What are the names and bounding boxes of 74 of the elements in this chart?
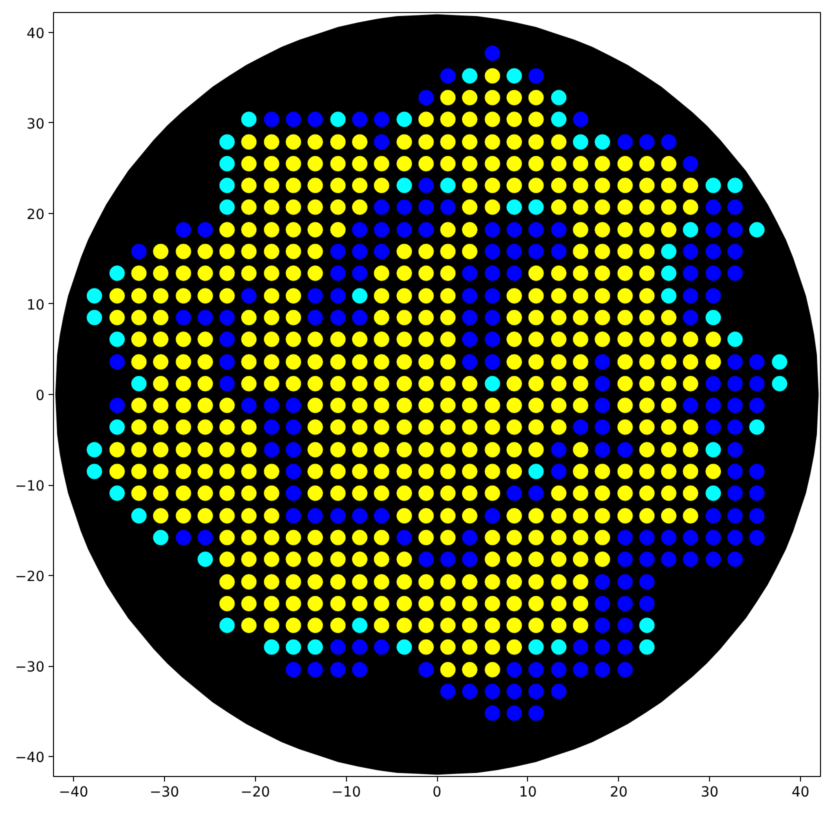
point xyxy=(219,199,235,215)
point xyxy=(660,288,676,304)
point xyxy=(109,265,125,281)
point xyxy=(682,222,698,238)
point xyxy=(749,222,765,238)
point xyxy=(660,244,676,260)
point xyxy=(86,288,102,304)
y-tick-label: 10 xyxy=(26,297,45,314)
x-tick-label: 20 xyxy=(610,784,628,800)
point xyxy=(352,288,368,304)
point xyxy=(706,485,722,501)
point xyxy=(219,618,235,634)
point xyxy=(352,618,368,634)
point xyxy=(286,639,302,655)
x-tick-label: 40 xyxy=(792,784,810,800)
point xyxy=(109,332,125,348)
point xyxy=(86,310,102,326)
y-tick-label: −10 xyxy=(14,478,44,495)
x-tick-label: 30 xyxy=(700,784,719,800)
y-tick-label: 0 xyxy=(36,388,45,404)
point xyxy=(109,485,125,501)
y-tick-label: −20 xyxy=(14,569,44,586)
point xyxy=(528,639,544,655)
point xyxy=(131,376,147,392)
point xyxy=(594,134,610,150)
point xyxy=(219,156,235,172)
point xyxy=(264,639,280,655)
y-tick-label: 40 xyxy=(26,26,45,42)
point xyxy=(109,419,125,435)
point xyxy=(86,442,102,458)
point xyxy=(551,90,567,106)
point xyxy=(330,112,346,128)
point xyxy=(396,112,412,128)
y-tick-label: −40 xyxy=(14,750,44,766)
point xyxy=(660,265,676,281)
point xyxy=(727,332,743,348)
point xyxy=(749,419,765,435)
x-tick-label: 10 xyxy=(518,784,537,800)
point xyxy=(772,354,788,370)
point xyxy=(219,178,235,194)
point xyxy=(639,618,655,634)
x-tick-label: −10 xyxy=(331,784,361,800)
point xyxy=(772,376,788,392)
x-tick-label: −40 xyxy=(58,784,88,800)
point xyxy=(639,639,655,655)
x-tick-label: −20 xyxy=(240,784,270,800)
point xyxy=(307,639,323,655)
point xyxy=(86,464,102,480)
y-tick-label: 30 xyxy=(26,116,45,132)
point xyxy=(551,639,567,655)
y-tick-label: −30 xyxy=(14,660,44,676)
point xyxy=(396,639,412,655)
point xyxy=(551,112,567,128)
point xyxy=(706,442,722,458)
point xyxy=(572,134,588,150)
point xyxy=(506,199,522,215)
x-tick-label: −30 xyxy=(150,784,180,800)
point xyxy=(706,178,722,194)
point xyxy=(396,178,412,194)
point xyxy=(462,68,478,84)
point xyxy=(131,508,147,524)
point xyxy=(219,134,235,150)
point xyxy=(198,552,214,567)
point xyxy=(484,376,500,392)
point xyxy=(528,199,544,215)
point xyxy=(241,112,257,128)
x-tick-label: 0 xyxy=(432,784,442,800)
point xyxy=(528,464,544,480)
point xyxy=(440,178,456,194)
y-tick-label: 20 xyxy=(26,206,45,223)
point xyxy=(506,68,522,84)
point xyxy=(706,310,722,326)
point xyxy=(727,178,743,194)
point xyxy=(152,530,168,546)
